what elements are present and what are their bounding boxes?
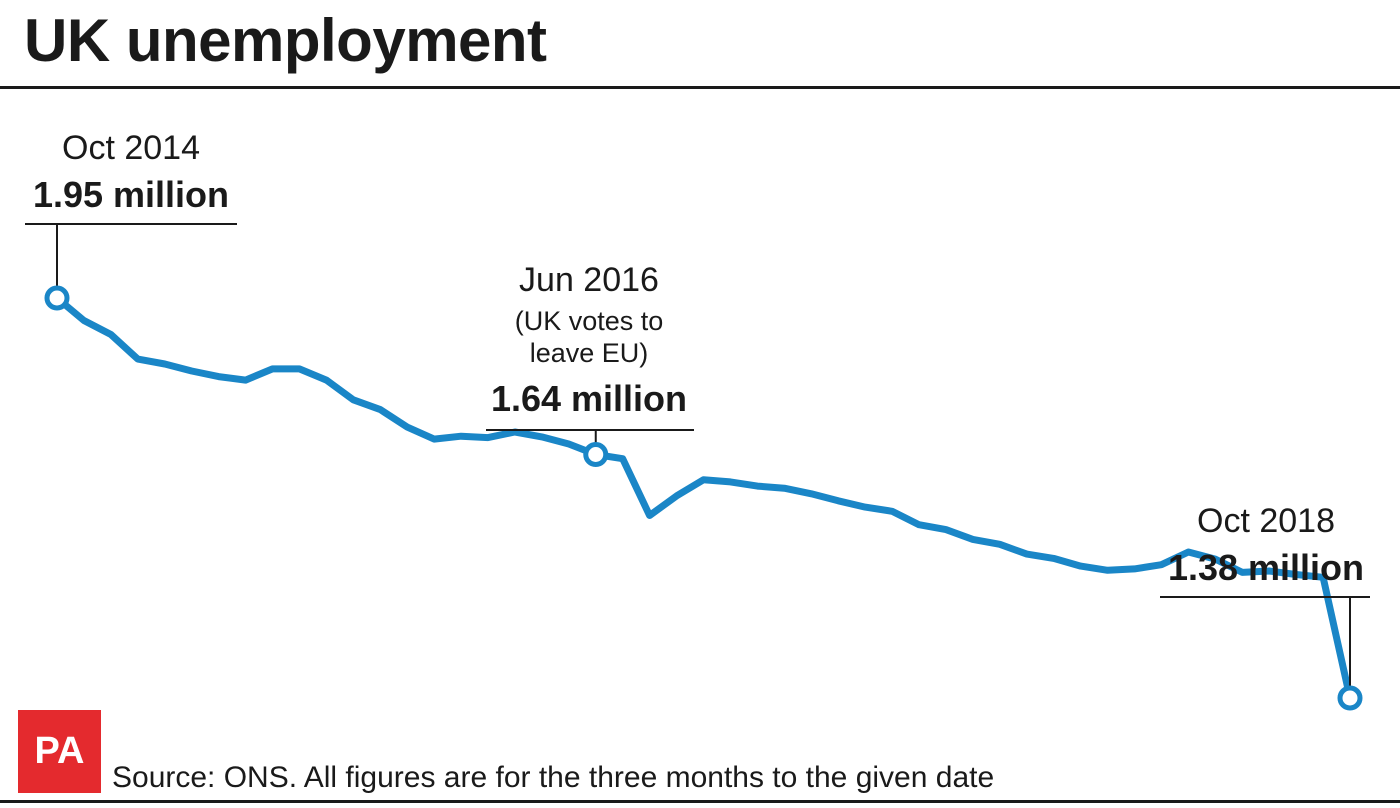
series-layer (53, 294, 1354, 702)
annotation-oct-2018-marker (1337, 685, 1363, 711)
annotation-jun-2016-note-2: leave EU) (530, 338, 649, 368)
source-note: Source: ONS. All figures are for the thr… (112, 761, 995, 794)
annotation-oct-2014-date: Oct 2014 (62, 129, 200, 167)
bottom-divider (0, 800, 1400, 803)
annotation-jun-2016-value: 1.64 million (491, 378, 687, 419)
annotation-oct-2018-value: 1.38 million (1168, 547, 1364, 588)
pa-logo: PA (18, 710, 101, 793)
annotation-oct-2018-date: Oct 2018 (1197, 502, 1335, 540)
annotation-layer: Oct 2014 1.95 million Jun 2016 (UK votes to… (25, 129, 1370, 711)
title-divider (0, 86, 1400, 89)
annotation-jun-2016-note-1: (UK votes to (515, 306, 664, 336)
unemployment-line (53, 294, 1354, 702)
annotation-jun-2016-date: Jun 2016 (519, 261, 659, 299)
annotation-oct-2014-value: 1.95 million (33, 174, 229, 215)
annotation-jun-2016-marker (583, 441, 609, 467)
annotation-oct-2014-marker (44, 285, 70, 311)
chart-title: UK unemployment (24, 7, 547, 74)
